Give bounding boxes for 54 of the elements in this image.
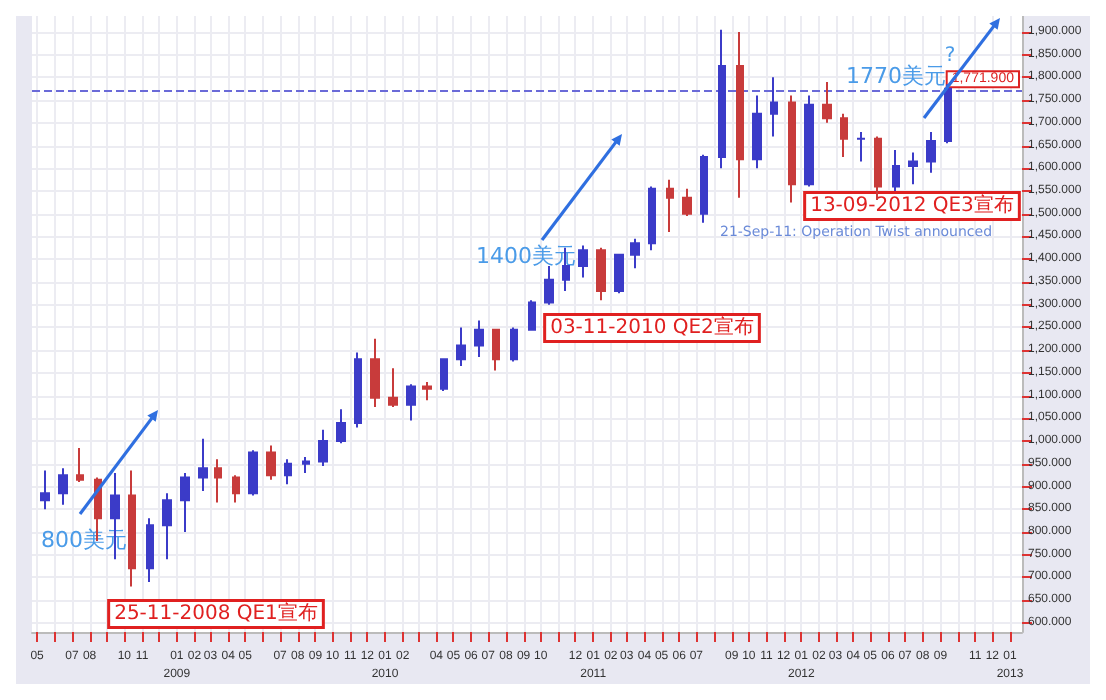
candlestick xyxy=(370,337,380,408)
candlestick xyxy=(840,112,848,158)
candlestick xyxy=(804,94,814,188)
candlestick xyxy=(666,178,674,233)
candlestick xyxy=(630,237,640,270)
candlestick xyxy=(544,265,554,306)
annotation: 25-11-2008 QE1宣布 xyxy=(114,601,318,625)
candlestick xyxy=(58,467,68,506)
candlestick xyxy=(406,383,416,422)
candlestick xyxy=(388,367,398,408)
candlestick xyxy=(736,30,744,199)
candlestick xyxy=(578,244,588,279)
candlestick xyxy=(318,428,328,468)
candlestick xyxy=(510,326,518,363)
candlestick xyxy=(752,94,762,170)
candlestick xyxy=(232,474,240,504)
candlestick xyxy=(128,469,136,588)
annotation: 03-11-2010 QE2宣布 xyxy=(550,315,754,339)
candlestick xyxy=(162,492,172,561)
candlestick xyxy=(302,455,310,474)
candlestick xyxy=(596,246,606,302)
candlestick xyxy=(770,76,778,138)
candlestick xyxy=(456,326,466,368)
candlestick xyxy=(682,187,692,218)
candlestick xyxy=(440,358,448,393)
candlestick xyxy=(474,319,484,358)
candlestick xyxy=(266,444,276,481)
candlestick xyxy=(926,130,936,174)
candlestick xyxy=(856,130,866,163)
candlestick xyxy=(822,80,832,124)
candlestick xyxy=(214,458,222,504)
candlestick xyxy=(284,458,292,486)
candlestick xyxy=(648,185,656,252)
candlestick xyxy=(944,83,952,145)
annotation: 1770美元 xyxy=(846,63,946,89)
candlestick xyxy=(492,328,500,372)
candlestick xyxy=(528,299,536,331)
candlestick xyxy=(908,151,918,186)
candlestick xyxy=(700,153,708,224)
annotation: 13-09-2012 QE3宣布 xyxy=(810,193,1014,217)
candlestick xyxy=(248,449,258,497)
candlestick xyxy=(718,28,726,170)
candlestick xyxy=(180,471,190,533)
candlestick xyxy=(892,149,900,193)
candlestick xyxy=(146,517,154,583)
candlestick xyxy=(788,94,796,204)
candlestick xyxy=(76,446,84,483)
candlestick xyxy=(354,351,362,429)
candlestick xyxy=(422,380,432,402)
candlestick xyxy=(40,469,50,511)
annotation: ? xyxy=(944,45,956,67)
candlestick xyxy=(198,437,208,493)
candlestick xyxy=(336,408,346,445)
candlestick xyxy=(614,253,624,295)
